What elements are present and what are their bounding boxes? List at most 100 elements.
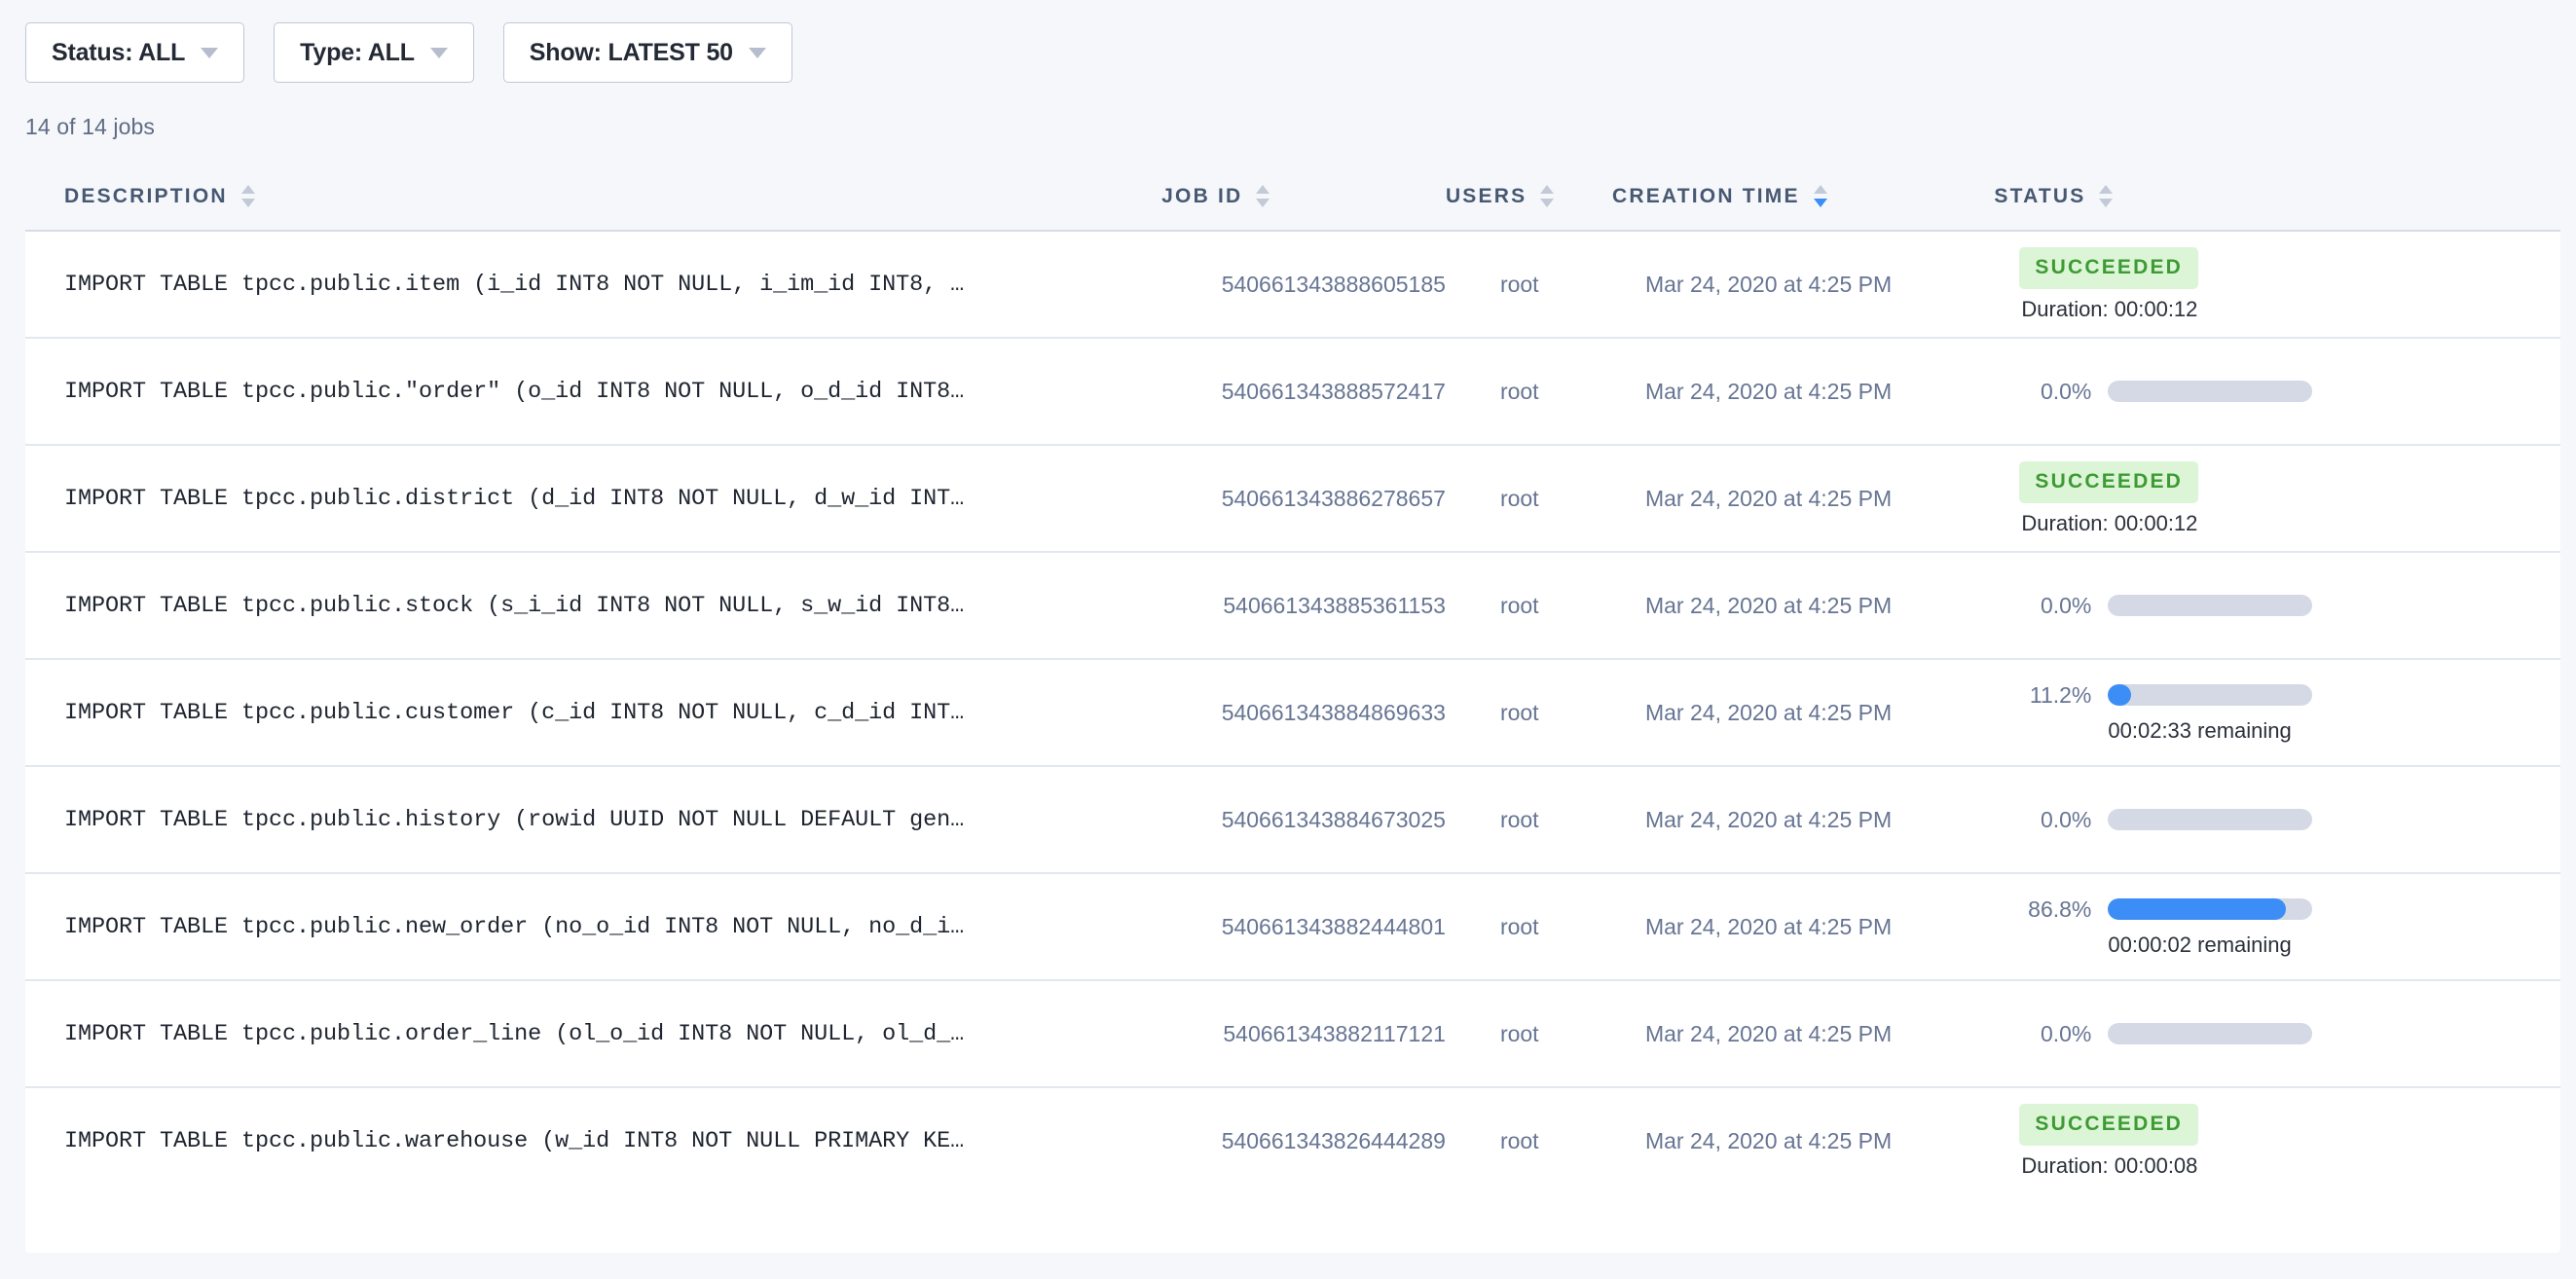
- progress-row: 0.0%: [2019, 1021, 2560, 1047]
- job-user: root: [1499, 699, 1539, 725]
- column-header-status-label: STATUS: [1994, 184, 2086, 207]
- job-creation-time: Mar 24, 2020 at 4:25 PM: [1644, 592, 1893, 618]
- job-description: IMPORT TABLE tpcc.public."order" (o_id I…: [64, 378, 965, 405]
- status-badge: SUCCEEDED: [2019, 1104, 2199, 1146]
- progress-stack: 0.0%: [2019, 379, 2560, 405]
- progress-stack: 86.8% 00:00:02 remaining: [2019, 896, 2560, 958]
- progress-percent-label: 86.8%: [2028, 895, 2092, 922]
- table-row[interactable]: IMPORT TABLE tpcc.public.item (i_id INT8…: [25, 231, 2560, 338]
- job-description: IMPORT TABLE tpcc.public.stock (s_i_id I…: [64, 592, 965, 619]
- job-duration: Duration: 00:00:08: [2021, 1153, 2198, 1178]
- progress-bar: [2108, 595, 2313, 616]
- progress-stack: 11.2% 00:02:33 remaining: [2019, 682, 2560, 744]
- job-description: IMPORT TABLE tpcc.public.customer (c_id …: [64, 699, 965, 726]
- sort-arrows-icon[interactable]: [240, 185, 255, 207]
- progress-row: 0.0%: [2019, 379, 2560, 405]
- table-row[interactable]: IMPORT TABLE tpcc.public.district (d_id …: [25, 445, 2560, 552]
- jobs-table-body: IMPORT TABLE tpcc.public.item (i_id INT8…: [25, 231, 2560, 1194]
- progress-bar: [2108, 1023, 2313, 1044]
- job-id-link[interactable]: 540661343884869633: [1221, 699, 1446, 725]
- progress-row: 0.0%: [2019, 593, 2560, 619]
- column-header-creation-time[interactable]: CREATION TIME: [1611, 163, 1995, 232]
- progress-stack: 0.0%: [2019, 807, 2560, 833]
- table-row[interactable]: IMPORT TABLE tpcc.public.warehouse (w_id…: [25, 1087, 2560, 1194]
- job-status-cell: 0.0%: [1994, 552, 2560, 659]
- job-status-cell: SUCCEEDED Duration: 00:00:08: [1994, 1087, 2560, 1194]
- jobs-table: DESCRIPTION JOB ID USERS: [25, 163, 2560, 1194]
- job-user: root: [1499, 1128, 1539, 1153]
- job-status-cell: SUCCEEDED Duration: 00:00:12: [1994, 231, 2560, 338]
- column-header-status[interactable]: STATUS: [1994, 163, 2560, 232]
- job-status-cell: 0.0%: [1994, 766, 2560, 873]
- progress-remaining-label: 00:00:02 remaining: [2108, 932, 2292, 957]
- progress-percent-label: 0.0%: [2040, 806, 2092, 832]
- job-user: root: [1499, 592, 1539, 618]
- table-row[interactable]: IMPORT TABLE tpcc.public.stock (s_i_id I…: [25, 552, 2560, 659]
- type-filter-label: Type: ALL: [300, 38, 415, 66]
- job-user: root: [1499, 913, 1539, 939]
- job-id-link[interactable]: 540661343888572417: [1221, 378, 1446, 404]
- status-stack: SUCCEEDED Duration: 00:00:12: [2019, 246, 2560, 322]
- job-creation-time: Mar 24, 2020 at 4:25 PM: [1644, 699, 1893, 725]
- sort-arrows-icon[interactable]: [1540, 185, 1555, 207]
- progress-percent-label: 0.0%: [2040, 592, 2092, 618]
- progress-row: 0.0%: [2019, 807, 2560, 833]
- status-filter-button[interactable]: Status: ALL: [25, 22, 245, 83]
- column-header-description-label: DESCRIPTION: [64, 184, 228, 207]
- job-status-cell: SUCCEEDED Duration: 00:00:12: [1994, 445, 2560, 552]
- jobs-table-head: DESCRIPTION JOB ID USERS: [25, 163, 2560, 232]
- table-row[interactable]: IMPORT TABLE tpcc.public.history (rowid …: [25, 766, 2560, 873]
- job-creation-time: Mar 24, 2020 at 4:25 PM: [1644, 913, 1893, 939]
- job-status-cell: 11.2% 00:02:33 remaining: [1994, 659, 2560, 766]
- sort-arrows-icon[interactable]: [2099, 185, 2114, 207]
- chevron-down-icon: [748, 47, 766, 58]
- job-id-link[interactable]: 540661343888605185: [1221, 271, 1446, 297]
- jobs-count: 14 of 14 jobs: [25, 114, 156, 139]
- column-header-description[interactable]: DESCRIPTION: [25, 163, 1162, 232]
- show-filter-label: Show: LATEST 50: [529, 38, 733, 66]
- job-description: IMPORT TABLE tpcc.public.warehouse (w_id…: [64, 1128, 965, 1154]
- job-creation-time: Mar 24, 2020 at 4:25 PM: [1644, 1020, 1893, 1046]
- job-id-link[interactable]: 540661343826444289: [1221, 1128, 1446, 1153]
- show-filter-button[interactable]: Show: LATEST 50: [502, 22, 792, 83]
- progress-bar-fill: [2108, 898, 2286, 920]
- job-description: IMPORT TABLE tpcc.public.order_line (ol_…: [64, 1020, 965, 1047]
- job-id-link[interactable]: 540661343885361153: [1223, 592, 1446, 618]
- jobs-table-card: DESCRIPTION JOB ID USERS: [25, 163, 2560, 1253]
- job-id-link[interactable]: 540661343882444801: [1221, 913, 1446, 939]
- job-creation-time: Mar 24, 2020 at 4:25 PM: [1644, 378, 1893, 404]
- table-row[interactable]: IMPORT TABLE tpcc.public.customer (c_id …: [25, 659, 2560, 766]
- status-badge: SUCCEEDED: [2019, 460, 2199, 503]
- sort-arrows-descending-active-icon[interactable]: [1813, 185, 1827, 207]
- job-user: root: [1499, 378, 1539, 404]
- filter-bar: Status: ALL Type: ALL Show: LATEST 50: [0, 0, 2576, 83]
- progress-bar: [2108, 381, 2313, 402]
- progress-percent-label: 0.0%: [2040, 1020, 2092, 1046]
- table-row[interactable]: IMPORT TABLE tpcc.public.new_order (no_o…: [25, 873, 2560, 980]
- job-user: root: [1499, 271, 1539, 297]
- job-creation-time: Mar 24, 2020 at 4:25 PM: [1644, 271, 1893, 297]
- progress-remaining-label: 00:02:33 remaining: [2108, 717, 2292, 743]
- progress-bar: [2108, 898, 2313, 920]
- type-filter-button[interactable]: Type: ALL: [274, 22, 474, 83]
- status-filter-label: Status: ALL: [52, 38, 186, 66]
- job-id-link[interactable]: 540661343882117121: [1223, 1020, 1446, 1046]
- column-header-job-id[interactable]: JOB ID: [1161, 163, 1446, 232]
- progress-row: 11.2%: [2019, 682, 2560, 709]
- job-user: root: [1499, 485, 1539, 511]
- jobs-table-header-row: DESCRIPTION JOB ID USERS: [25, 163, 2560, 232]
- job-creation-time: Mar 24, 2020 at 4:25 PM: [1644, 806, 1893, 832]
- progress-bar-fill: [2108, 684, 2131, 706]
- job-id-link[interactable]: 540661343884673025: [1221, 806, 1446, 832]
- table-row[interactable]: IMPORT TABLE tpcc.public.order_line (ol_…: [25, 980, 2560, 1087]
- column-header-users[interactable]: USERS: [1445, 163, 1612, 232]
- progress-stack: 0.0%: [2019, 593, 2560, 619]
- progress-bar: [2108, 809, 2313, 830]
- table-row[interactable]: IMPORT TABLE tpcc.public."order" (o_id I…: [25, 338, 2560, 445]
- sort-arrows-icon[interactable]: [1256, 185, 1270, 207]
- status-stack: SUCCEEDED Duration: 00:00:12: [2019, 460, 2560, 536]
- job-duration: Duration: 00:00:12: [2021, 510, 2198, 535]
- job-description: IMPORT TABLE tpcc.public.history (rowid …: [64, 806, 965, 833]
- progress-percent-label: 0.0%: [2040, 378, 2092, 404]
- job-id-link[interactable]: 540661343886278657: [1221, 485, 1446, 511]
